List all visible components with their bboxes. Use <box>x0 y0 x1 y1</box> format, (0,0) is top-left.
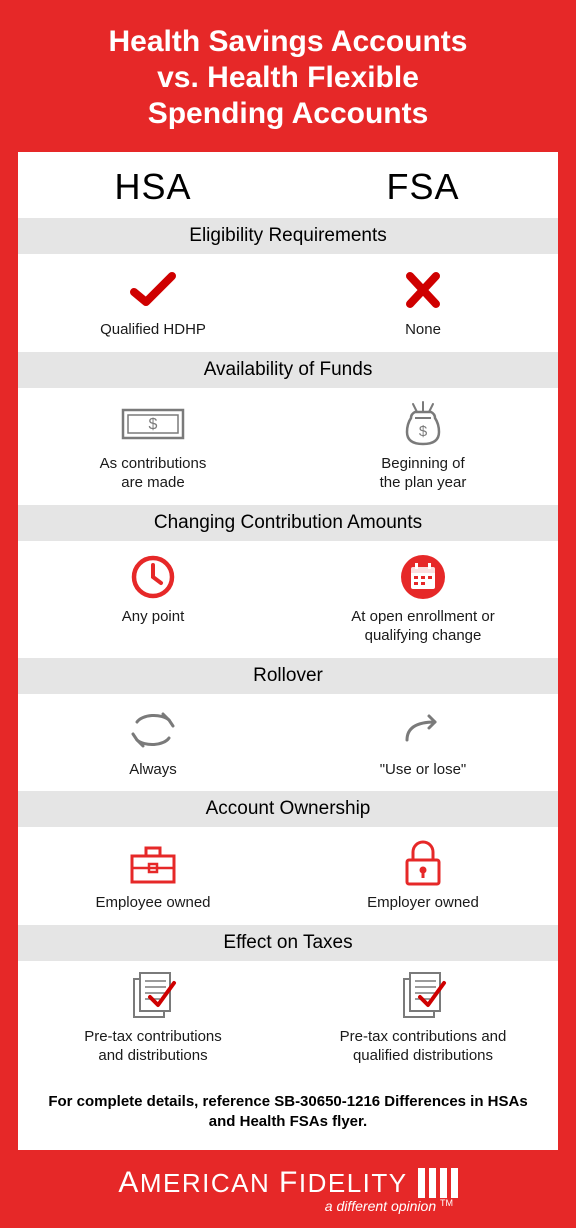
cell-label: None <box>405 320 441 340</box>
clock-icon <box>129 551 177 603</box>
page-title: Health Savings Accounts vs. Health Flexi… <box>20 24 556 132</box>
hsa-cell: Employee owned <box>18 837 288 913</box>
fsa-cell: Pre-tax contributions andqualified distr… <box>288 971 558 1066</box>
fsa-cell: None <box>288 264 558 340</box>
fsa-cell: At open enrollment orqualifying change <box>288 551 558 646</box>
cell-label: At open enrollment orqualifying change <box>351 607 494 646</box>
title-line-1: Health Savings Accounts <box>109 25 468 58</box>
title-line-2: vs. Health Flexible <box>157 61 419 94</box>
section-heading: Availability of Funds <box>18 352 558 388</box>
section-heading: Changing Contribution Amounts <box>18 505 558 541</box>
lock-icon <box>401 837 445 889</box>
cell-label: Beginning ofthe plan year <box>380 454 467 493</box>
cell-label: As contributionsare made <box>100 454 207 493</box>
cycle-icon <box>127 704 179 756</box>
x-icon <box>404 264 442 316</box>
brand-name: AMERICAN FIDELITY <box>118 1166 407 1200</box>
comparison-row: Any point At open enrollment orqualifying… <box>18 541 558 658</box>
hsa-cell: Always <box>18 704 288 780</box>
fsa-cell: Employer owned <box>288 837 558 913</box>
hsa-cell: Pre-tax contributionsand distributions <box>18 971 288 1066</box>
comparison-row: Employee owned Employer owned <box>18 827 558 925</box>
hsa-header: HSA <box>18 166 288 208</box>
hsa-cell: $ As contributionsare made <box>18 398 288 493</box>
comparison-row: $ As contributionsare made $ Beginning ofth… <box>18 388 558 505</box>
cell-label: "Use or lose" <box>380 760 467 780</box>
cell-label: Qualified HDHP <box>100 320 206 340</box>
title-line-3: Spending Accounts <box>148 97 429 130</box>
section-heading: Account Ownership <box>18 791 558 827</box>
cell-label: Pre-tax contributionsand distributions <box>84 1027 222 1066</box>
cell-label: Pre-tax contributions andqualified distr… <box>340 1027 507 1066</box>
briefcase-icon <box>126 837 180 889</box>
comparison-row: Qualified HDHP None <box>18 254 558 352</box>
doc-icon <box>398 971 448 1023</box>
section-heading: Eligibility Requirements <box>18 218 558 254</box>
title-banner: Health Savings Accounts vs. Health Flexi… <box>0 0 576 152</box>
cell-label: Employee owned <box>95 893 210 913</box>
check-icon <box>128 264 178 316</box>
oneArrow-icon <box>397 704 449 756</box>
section-heading: Rollover <box>18 658 558 694</box>
cell-label: Any point <box>122 607 185 627</box>
hsa-cell: Any point <box>18 551 288 646</box>
comparison-row: Always "Use or lose" <box>18 694 558 792</box>
fsa-header: FSA <box>288 166 558 208</box>
column-headers: HSA FSA <box>18 160 558 218</box>
svg-text:$: $ <box>149 416 158 433</box>
brand-footer: AMERICAN FIDELITY a different opinion TM <box>0 1164 576 1228</box>
doc-icon <box>128 971 178 1023</box>
fsa-cell: $ Beginning ofthe plan year <box>288 398 558 493</box>
fsa-cell: "Use or lose" <box>288 704 558 780</box>
comparison-row: Pre-tax contributionsand distributions Pr… <box>18 961 558 1078</box>
comparison-panel: HSA FSA Eligibility RequirementsQualifie… <box>18 152 558 1150</box>
calendar-icon <box>399 551 447 603</box>
hsa-cell: Qualified HDHP <box>18 264 288 340</box>
footnote: For complete details, reference SB-30650… <box>18 1078 558 1151</box>
cell-label: Employer owned <box>367 893 479 913</box>
svg-text:$: $ <box>419 423 428 440</box>
moneybag-icon: $ <box>401 398 445 450</box>
section-heading: Effect on Taxes <box>18 925 558 961</box>
cell-label: Always <box>129 760 177 780</box>
brand-tagline: a different opinion TM <box>73 1198 503 1214</box>
bill-icon: $ <box>120 398 186 450</box>
brand-bars-icon <box>418 1168 458 1198</box>
